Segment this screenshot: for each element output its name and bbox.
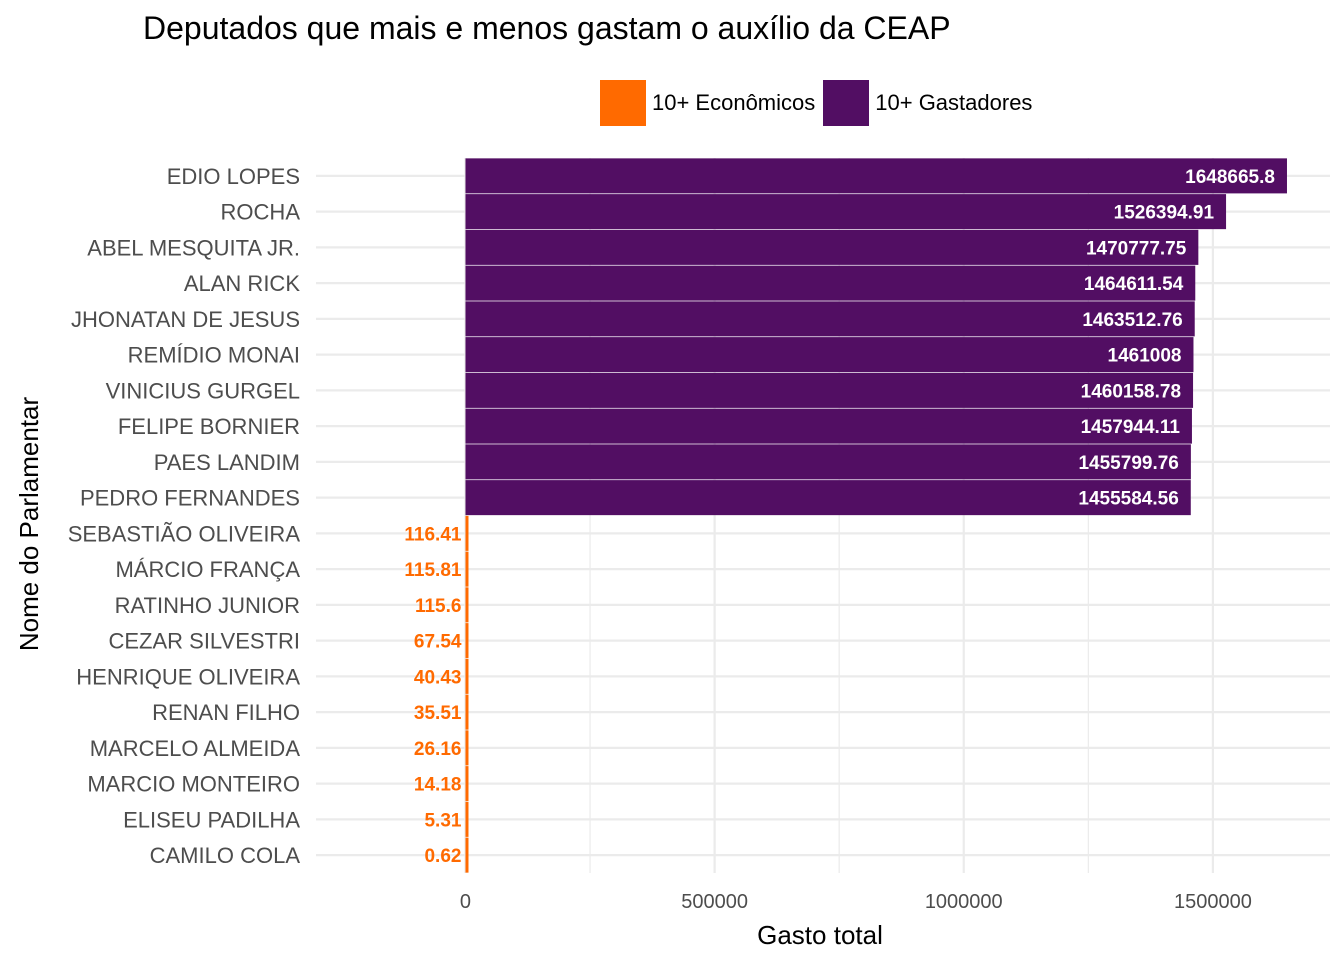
y-tick-label: ALAN RICK [184, 271, 300, 296]
y-axis-title: Nome do Parlamentar [14, 396, 44, 651]
y-tick-label: REMÍDIO MONAI [128, 343, 300, 368]
bar-value-label: 67.54 [414, 632, 462, 653]
y-tick-label: SEBASTIÃO OLIVEIRA [68, 521, 301, 546]
bar-value-label: 26.16 [414, 739, 462, 760]
x-axis-tick-labels: 0 500000 1000000 1500000 [460, 891, 1252, 913]
chart-title: Deputados que mais e menos gastam o auxí… [143, 10, 951, 46]
bar-value-label: 1526394.91 [1114, 203, 1215, 224]
legend-item-gastadores: 10+ Gastadores [823, 80, 1032, 126]
bar [465, 730, 469, 766]
y-tick-label: VINICIUS GURGEL [106, 378, 300, 403]
bar-value-label: 115.81 [404, 560, 461, 581]
bar [465, 801, 469, 837]
grid-lines [316, 158, 1330, 873]
x-tick-label: 500000 [681, 891, 748, 913]
y-tick-label: MARCIO MONTEIRO [87, 772, 300, 797]
bar [465, 837, 469, 873]
x-tick-label: 1500000 [1174, 891, 1252, 913]
y-tick-label: EDIO LOPES [167, 164, 300, 189]
legend-label-economicos: 10+ Econômicos [652, 90, 816, 115]
y-tick-label: RENAN FILHO [152, 700, 300, 725]
bar-value-label: 115.6 [415, 596, 462, 617]
bar [465, 194, 1227, 230]
bar [465, 229, 1199, 265]
legend-label-gastadores: 10+ Gastadores [875, 90, 1033, 115]
legend-key-economicos [600, 80, 646, 126]
bar [465, 408, 1192, 444]
bars [465, 158, 1287, 873]
bar [465, 265, 1196, 301]
bar [465, 372, 1194, 408]
bar-value-label: 5.31 [424, 810, 461, 831]
bar-value-label: 1457944.11 [1081, 417, 1181, 438]
bar [465, 480, 1191, 516]
bar-value-label: 40.43 [414, 667, 462, 688]
y-tick-label: ABEL MESQUITA JR. [87, 235, 300, 260]
y-tick-label: MARCELO ALMEIDA [90, 736, 301, 761]
bar-value-label: 116.41 [404, 524, 461, 545]
bar [465, 515, 469, 551]
bar [465, 623, 469, 659]
legend-key-gastadores [823, 80, 870, 126]
y-tick-label: HENRIQUE OLIVEIRA [76, 664, 300, 689]
legend: 10+ Econômicos 10+ Gastadores [600, 80, 1040, 126]
bar [465, 766, 469, 802]
bar-value-label: 1460158.78 [1081, 381, 1181, 402]
y-axis-tick-labels: EDIO LOPES ROCHA ABEL MESQUITA JR. ALAN RIC… [68, 164, 301, 868]
legend-item-economicos: 10+ Econômicos [600, 80, 815, 126]
bar [465, 301, 1195, 337]
bar-value-label: 1455584.56 [1078, 489, 1178, 510]
bar-value-label: 1648665.8 [1185, 167, 1275, 188]
y-tick-label: PAES LANDIM [154, 450, 300, 475]
bar-value-labels: 1648665.8 1526394.91 1470777.75 1464611.54 1… [404, 167, 1275, 867]
bar [465, 444, 1191, 480]
y-tick-label: MÁRCIO FRANÇA [115, 557, 300, 582]
bar-value-label: 1470777.75 [1086, 238, 1187, 259]
x-tick-label: 1000000 [925, 891, 1003, 913]
y-tick-label: PEDRO FERNANDES [80, 486, 300, 511]
y-tick-label: CEZAR SILVESTRI [108, 629, 300, 654]
y-tick-label: FELIPE BORNIER [118, 414, 300, 439]
y-tick-label: CAMILO COLA [150, 843, 301, 868]
bar-value-label: 1455799.76 [1078, 453, 1178, 474]
bar-value-label: 1463512.76 [1082, 310, 1182, 331]
bar [465, 551, 469, 587]
y-tick-label: RATINHO JUNIOR [115, 593, 300, 618]
x-axis-title: Gasto total [757, 920, 883, 950]
bar [465, 337, 1194, 373]
y-tick-label: ROCHA [221, 200, 301, 225]
bar-value-label: 1464611.54 [1084, 274, 1184, 295]
x-tick-label: 0 [460, 891, 471, 913]
y-tick-label: ELISEU PADILHA [123, 807, 300, 832]
bar [465, 587, 469, 623]
bar [465, 694, 469, 730]
bar-value-label: 1461008 [1108, 346, 1182, 367]
bar-value-label: 14.18 [414, 775, 462, 796]
bar-value-label: 35.51 [414, 703, 462, 724]
y-tick-label: JHONATAN DE JESUS [71, 307, 300, 332]
bar [465, 658, 469, 694]
bar [465, 158, 1287, 194]
bar-value-label: 0.62 [424, 846, 461, 867]
